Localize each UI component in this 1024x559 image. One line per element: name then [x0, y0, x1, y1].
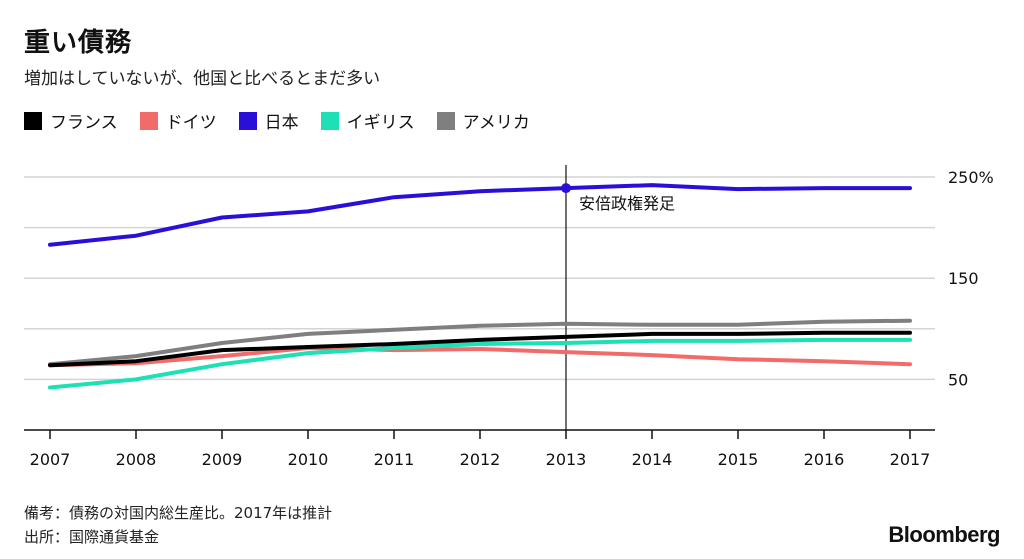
line-chart: 50 150 250% 2007 2008 2009 2010 2011 2012 2013 201…	[24, 165, 994, 469]
legend-item: 日本	[238, 108, 299, 133]
legend-swatch	[24, 111, 42, 130]
annotation-label: 安倍政権発足	[579, 194, 675, 213]
x-tick-label: 2016	[804, 450, 845, 469]
legend-label: イギリス	[346, 113, 415, 133]
x-tick-label: 2015	[718, 450, 759, 469]
bloomberg-logo: Bloomberg	[888, 522, 1000, 547]
x-tick-label: 2010	[288, 450, 329, 469]
x-tick-label: 2007	[30, 450, 71, 469]
x-tick-label: 2008	[116, 450, 157, 469]
x-tick-label: 2013	[546, 450, 587, 469]
legend-swatch	[139, 111, 158, 130]
x-tick-label: 2012	[460, 450, 501, 469]
y-tick-label: 150	[948, 269, 979, 288]
series-line	[48, 330, 912, 368]
legend-item: ドイツ	[139, 108, 217, 133]
x-tick-label: 2014	[632, 450, 673, 469]
legend-swatch	[238, 111, 257, 130]
legend-swatch	[320, 111, 339, 130]
y-tick-label: 50	[948, 370, 968, 389]
x-tick-label: 2009	[202, 450, 243, 469]
series-line	[48, 318, 912, 367]
x-tick-label: 2011	[374, 450, 415, 469]
chart-title: 重い債務	[24, 28, 133, 58]
legend-swatch	[436, 111, 455, 130]
legend-label: 日本	[264, 113, 299, 133]
legend: フランス ドイツ 日本 イギリス アメリカ	[24, 108, 530, 133]
series-line	[48, 337, 912, 390]
y-tick-label: 250%	[948, 168, 994, 187]
footnote: 備考：債務の対国内総生産比。2017年は推計	[24, 504, 333, 522]
legend-label: ドイツ	[165, 113, 217, 133]
source-note: 出所：国際通貨基金	[24, 528, 160, 546]
legend-label: フランス	[50, 113, 118, 133]
legend-label: アメリカ	[462, 113, 530, 133]
chart-subtitle: 増加はしていないが、他国と比べるとまだ多い	[24, 69, 381, 89]
legend-item: フランス	[24, 108, 118, 133]
annotation-marker	[561, 183, 571, 194]
x-tick-label: 2017	[890, 450, 931, 469]
series-line	[48, 346, 912, 368]
legend-item: アメリカ	[436, 108, 530, 133]
legend-item: イギリス	[320, 108, 415, 133]
series-line	[48, 183, 912, 247]
